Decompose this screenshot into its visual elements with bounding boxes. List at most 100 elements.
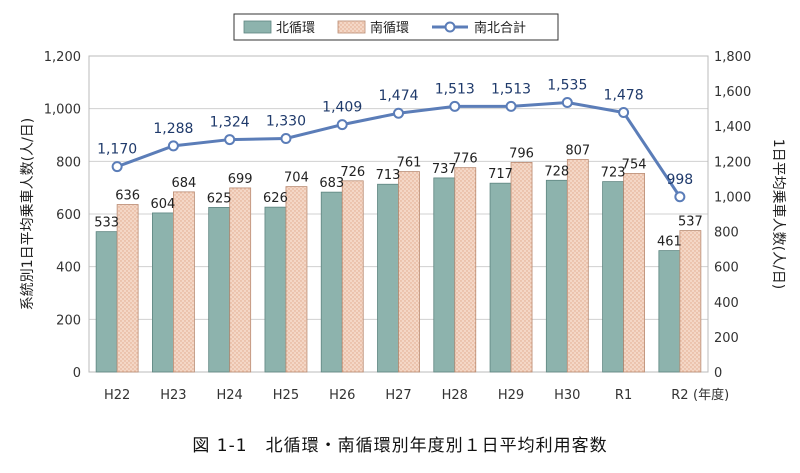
y-tick-left: 1,000 [44,103,81,118]
data-label-south: 726 [340,165,365,180]
y-tick-left: 0 [73,366,81,381]
data-label-north: 604 [150,197,175,212]
data-label-total: 1,170 [97,142,137,158]
y-tick-right: 400 [714,296,739,311]
total-point [674,191,686,203]
bar-south [679,230,702,373]
total-point [280,133,292,145]
y-tick-right: 1,400 [714,120,751,135]
x-tick: H30 [554,388,580,403]
data-label-north: 713 [376,168,401,183]
legend-box [233,13,559,41]
bar-north [264,206,287,373]
data-label-north: 728 [544,164,569,179]
y-tick-right: 1,200 [714,155,751,170]
bar-south [173,191,195,373]
legend-marker-total [444,21,456,33]
y-ticks-right: 0 200 400 600 800 1,000 1,200 1,400 1,600 1,800 [714,50,751,381]
bar-south [398,171,420,373]
data-label-north: 717 [488,167,513,182]
bar-south [566,159,589,373]
total-point [393,107,404,119]
data-label-total: 1,513 [435,81,475,97]
x-tick: H24 [217,388,243,403]
data-label-total: 1,478 [604,88,644,104]
bar-north [602,181,624,373]
y-tick-right: 1,600 [714,85,751,100]
bar-south [229,187,252,373]
total-point [561,97,573,109]
bar-south [510,161,533,373]
x-unit-label: (年度) [693,387,729,403]
y-tick-right: 1,000 [714,190,751,205]
data-label-north: 723 [601,166,626,181]
y-tick-right: 0 [714,366,722,381]
y-tick-left: 400 [56,261,81,276]
total-point [224,134,236,146]
total-line [111,97,686,203]
bar-north [433,177,456,373]
bar-north [658,250,681,373]
data-label-south: 807 [565,143,590,158]
bar-south [116,204,139,373]
total-point [336,119,348,131]
legend-label-south: 南循環 [370,20,409,36]
data-label-total: 1,324 [210,115,250,131]
x-tick: H26 [329,388,355,403]
bar-south [341,180,364,373]
y-tick-right: 1,800 [714,50,751,65]
total-point [618,107,630,119]
data-label-total: 1,409 [322,100,362,116]
bars [95,159,702,373]
data-label-north: 461 [657,235,682,250]
x-tick: H27 [385,388,411,403]
legend-swatch-south [337,20,366,34]
y-tick-left: 600 [56,208,81,223]
data-label-total: 1,330 [266,114,306,130]
data-label-south: 796 [509,146,534,161]
x-ticks: H22 H23 H24 H25 H26 H27 H28 H29 H30 R1 R2 [104,388,689,403]
data-label-total: 1,474 [378,88,418,104]
bar-north [377,183,399,373]
data-label-north: 533 [94,216,119,231]
legend-swatch-north [243,20,272,34]
x-tick: R1 [615,388,632,403]
x-tick: H25 [273,388,299,403]
total-point [449,100,461,112]
x-tick: R2 [671,388,688,403]
figure-caption: 図 1-1 北循環・南循環別年度別１日平均利用客数 [192,436,607,456]
data-label-total: 1,535 [547,78,587,94]
x-tick: H22 [104,388,130,403]
y-tick-right: 800 [714,226,739,241]
total-point [505,100,517,112]
data-label-south: 684 [171,176,196,191]
y-axis-title-right: 1日平均乗車人数(人/日) [770,139,787,290]
bar-south [454,167,477,373]
bar-south [623,173,645,373]
data-label-north: 737 [432,162,457,177]
legend-label-total: 南北合計 [474,20,526,36]
total-point [167,140,179,152]
data-label-south: 537 [678,215,703,230]
data-label-total: 1,513 [491,81,531,97]
x-tick: H28 [442,388,468,403]
data-label-north: 683 [319,176,344,191]
bar-north [95,231,118,373]
data-label-total: 998 [666,172,693,188]
data-label-north: 626 [263,191,288,206]
data-label-south: 636 [115,189,140,204]
data-label-south: 704 [284,171,309,186]
y-ticks-left: 0 200 400 600 800 1,000 1,200 [44,50,81,381]
data-label-south: 699 [228,172,253,187]
data-label-north: 625 [207,191,232,206]
legend-label-north: 北循環 [276,21,315,36]
data-label-south: 776 [453,152,478,167]
bar-south [285,186,308,373]
legend: 北循環 南循環 南北合計 [233,13,559,41]
data-label-total: 1,288 [153,121,193,137]
bar-north [208,207,231,373]
bar-north [152,212,174,373]
bar-north [489,182,512,373]
